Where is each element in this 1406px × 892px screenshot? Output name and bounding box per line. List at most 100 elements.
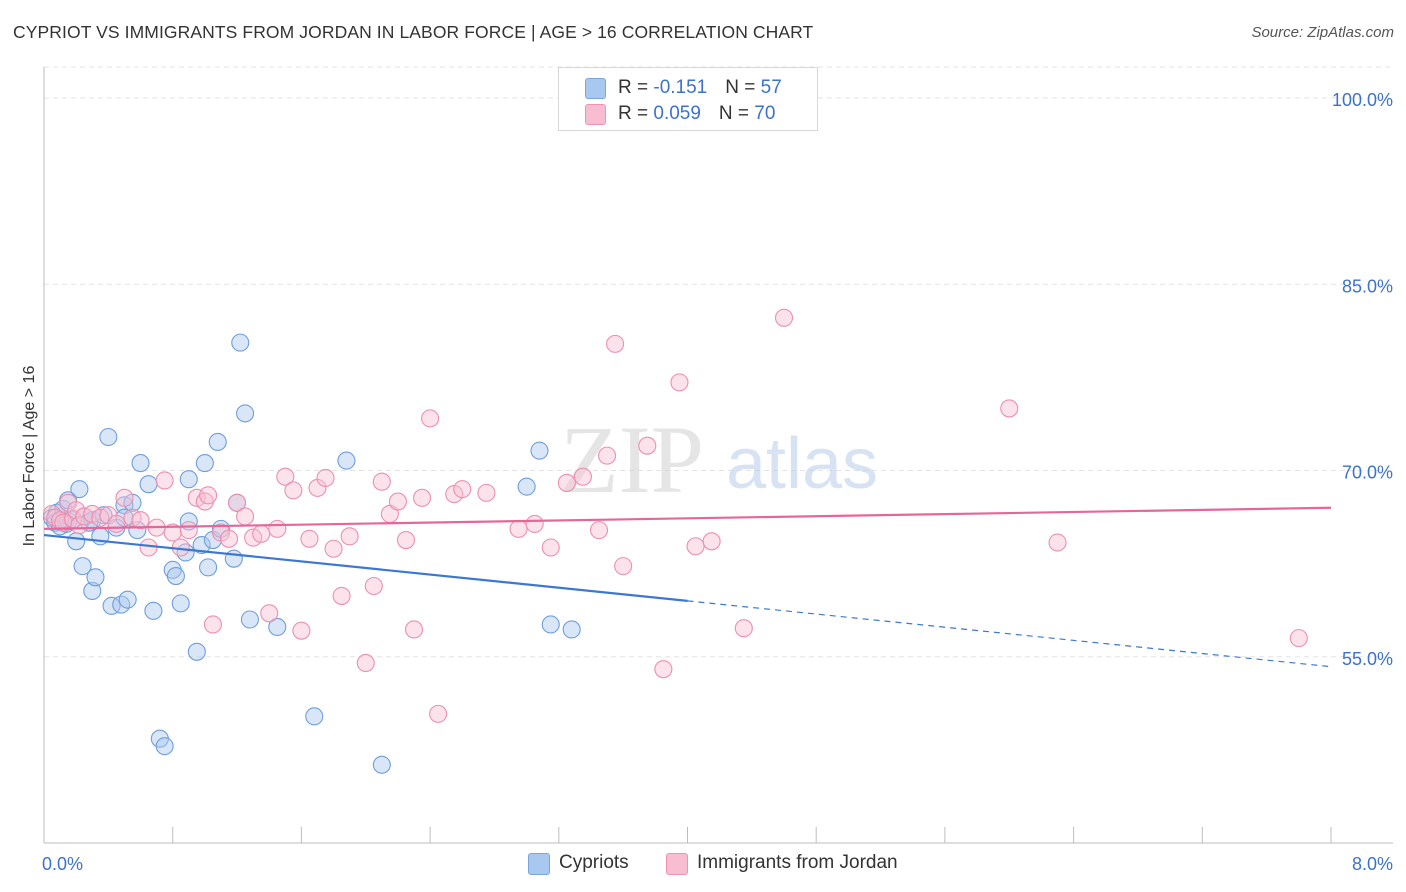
cypriots-point bbox=[530, 441, 549, 460]
legend-swatch-cypriots bbox=[585, 78, 606, 99]
jordan-point bbox=[179, 521, 198, 540]
jordan-point bbox=[453, 480, 472, 499]
cypriots-point bbox=[208, 432, 227, 452]
cypriots-point bbox=[240, 610, 259, 629]
x-tick-label: 0.0% bbox=[42, 854, 83, 874]
jordan-point bbox=[774, 308, 794, 327]
jordan-point bbox=[1048, 533, 1067, 552]
jordan-point bbox=[276, 467, 295, 486]
jordan-point bbox=[686, 537, 705, 556]
cypriots-point bbox=[139, 475, 158, 494]
grid-layer bbox=[44, 66, 1393, 658]
cypriots-point bbox=[195, 454, 214, 473]
jordan-point bbox=[614, 557, 633, 576]
correlation-legend: R = -0.151 N = 57 R = 0.059 N = 70 bbox=[558, 67, 818, 131]
legend-n-value: 57 bbox=[760, 77, 782, 98]
jordan-point bbox=[509, 519, 528, 538]
y-tick-label: 70.0% bbox=[1342, 463, 1393, 483]
cypriots-point bbox=[67, 532, 86, 551]
legend-swatch-jordan bbox=[585, 104, 606, 125]
bottom-legend-label: Cypriots bbox=[559, 852, 629, 873]
jordan-point bbox=[364, 576, 383, 596]
jordan-point bbox=[606, 334, 625, 353]
jordan-point bbox=[557, 473, 576, 492]
cypriots-point bbox=[155, 737, 174, 756]
watermark: ZIP atlas bbox=[560, 406, 878, 513]
cypriots-point bbox=[236, 404, 255, 423]
cypriots-point bbox=[73, 557, 92, 576]
jordan-point bbox=[284, 481, 303, 500]
jordan-point bbox=[734, 619, 753, 638]
cypriots-point bbox=[144, 601, 163, 620]
cypriots-point bbox=[131, 454, 150, 473]
legend-r-value: -0.151 bbox=[653, 77, 708, 98]
y-tick-label: 55.0% bbox=[1342, 649, 1393, 669]
axis-layer bbox=[43, 67, 1393, 844]
jordan-point bbox=[316, 468, 335, 488]
cypriots-point bbox=[99, 427, 118, 447]
cypriots-trend-extension bbox=[687, 600, 1332, 668]
jordan-point bbox=[107, 514, 126, 533]
jordan-point bbox=[541, 538, 560, 557]
legend-n-label: N = bbox=[718, 103, 755, 124]
jordan-point bbox=[477, 483, 496, 502]
jordan-point bbox=[115, 488, 134, 507]
watermark-atlas: atlas bbox=[726, 424, 878, 504]
jordan-point bbox=[396, 530, 416, 550]
cypriots-point bbox=[305, 707, 324, 726]
source-label: Source: ZipAtlas.com bbox=[1251, 24, 1394, 41]
jordan-point bbox=[670, 373, 689, 392]
jordan-point bbox=[252, 524, 271, 543]
jordan-point bbox=[388, 492, 407, 511]
legend-r-label: R = bbox=[618, 77, 654, 98]
points-layer bbox=[42, 308, 1308, 774]
jordan-point bbox=[260, 604, 279, 623]
bottom-swatch-cypriots bbox=[528, 853, 550, 875]
legend-n-value: 70 bbox=[754, 103, 776, 124]
cypriots-point bbox=[268, 617, 287, 637]
bottom-legend-label: Immigrants from Jordan bbox=[697, 852, 898, 873]
y-tick-label: 100.0% bbox=[1332, 90, 1393, 110]
jordan-point bbox=[199, 486, 218, 505]
jordan-point bbox=[268, 519, 287, 538]
jordan-point bbox=[413, 488, 432, 507]
jordan-point bbox=[638, 436, 657, 455]
jordan-point bbox=[139, 538, 158, 557]
jordan-point bbox=[236, 507, 255, 526]
cypriots-point bbox=[166, 567, 185, 586]
cypriots-point bbox=[337, 451, 356, 470]
jordan-point bbox=[1289, 629, 1308, 648]
jordan-point bbox=[654, 660, 673, 679]
jordan-point bbox=[356, 653, 375, 673]
cypriots-point bbox=[179, 470, 198, 489]
jordan-point bbox=[324, 539, 343, 558]
jordan-trend-line bbox=[43, 506, 1332, 530]
cypriots-point bbox=[118, 590, 137, 609]
cypriots-point bbox=[86, 568, 105, 587]
jordan-point bbox=[404, 620, 424, 639]
x-tick-label: 8.0% bbox=[1352, 854, 1393, 874]
jordan-point bbox=[332, 586, 351, 605]
jordan-point bbox=[421, 409, 440, 428]
jordan-point bbox=[589, 521, 609, 540]
cypriots-trend-line bbox=[43, 533, 688, 602]
jordan-point bbox=[702, 532, 721, 551]
legend-r-label: R = bbox=[618, 103, 654, 124]
jordan-point bbox=[525, 514, 544, 533]
jordan-point bbox=[228, 493, 247, 512]
jordan-point bbox=[372, 472, 391, 491]
jordan-point bbox=[300, 529, 319, 548]
cypriots-point bbox=[102, 596, 121, 615]
cypriots-point bbox=[517, 477, 536, 496]
legend-n-label: N = bbox=[725, 77, 761, 98]
cypriots-point bbox=[224, 549, 243, 568]
jordan-point bbox=[203, 615, 222, 634]
y-tick-label: 85.0% bbox=[1342, 276, 1393, 296]
jordan-point bbox=[573, 467, 592, 486]
jordan-point bbox=[131, 511, 150, 530]
watermark-zip: ZIP bbox=[560, 406, 704, 513]
cypriots-point bbox=[70, 480, 89, 499]
jordan-point bbox=[1000, 399, 1019, 418]
cypriots-point bbox=[231, 333, 250, 352]
